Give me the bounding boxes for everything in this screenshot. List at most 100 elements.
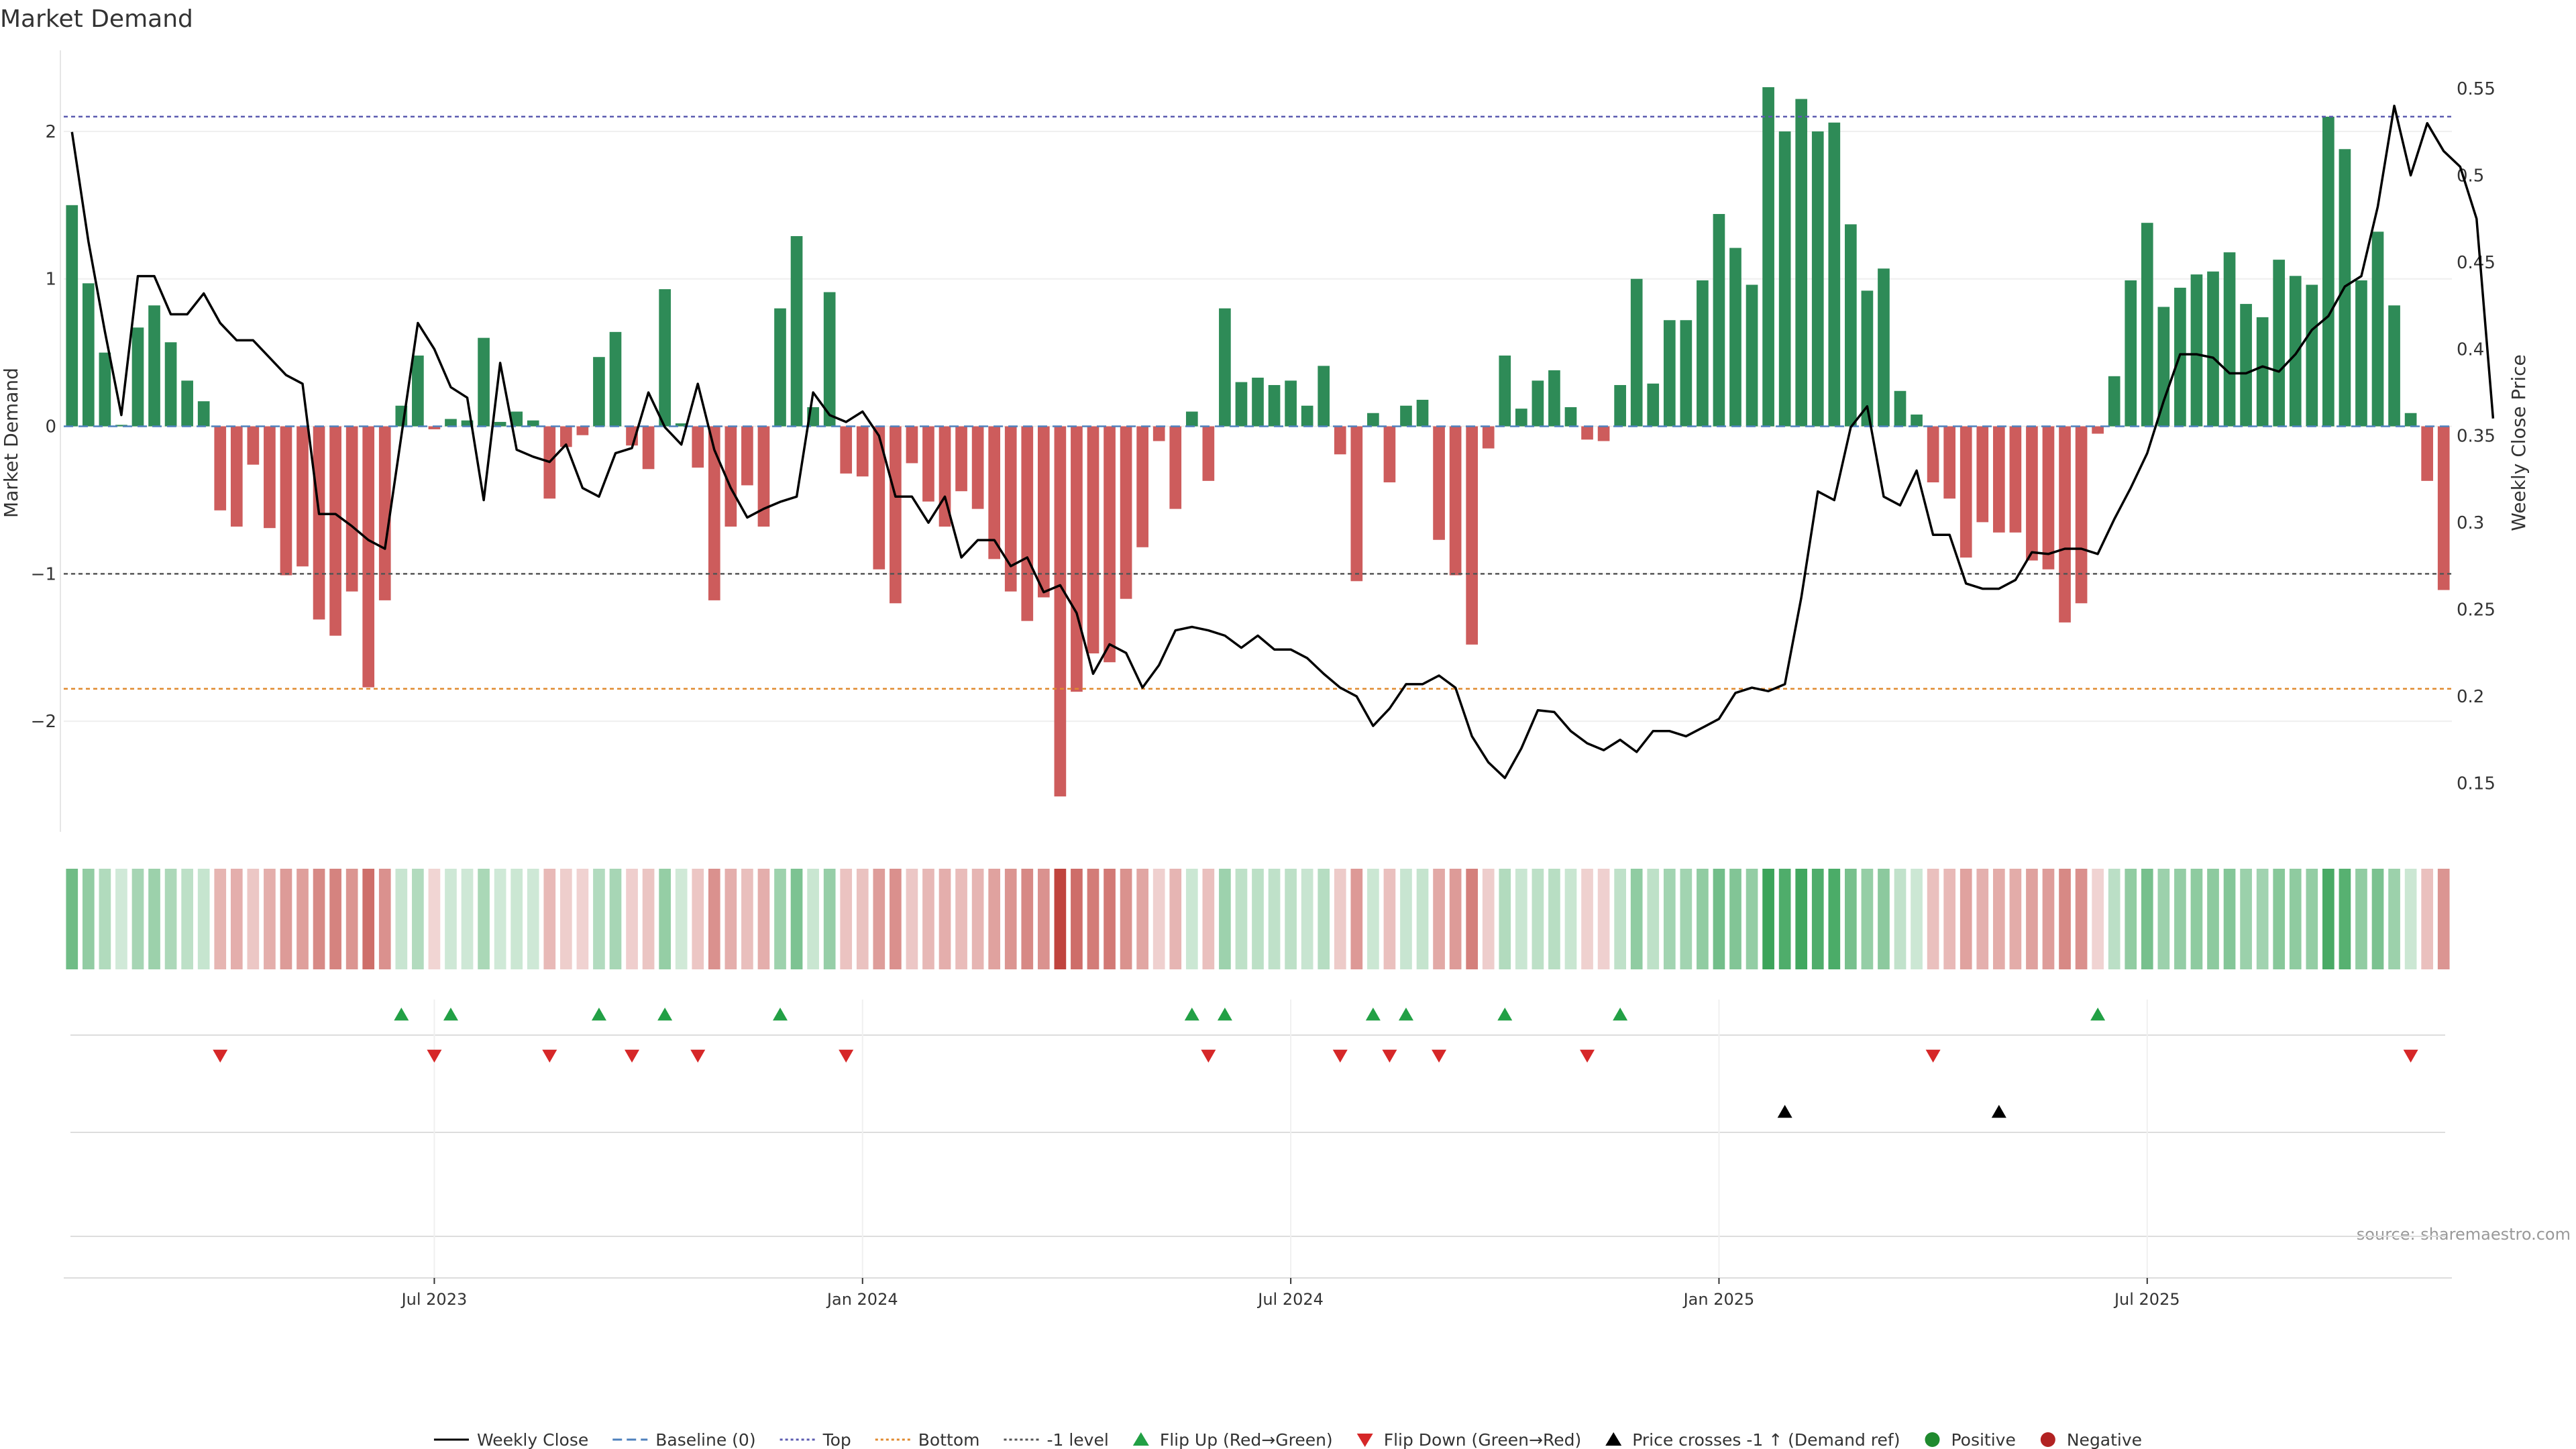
negative-bar	[1992, 426, 2005, 533]
positive-bar	[1614, 384, 1626, 427]
heat-cell	[1697, 869, 1709, 969]
heat-cell	[2174, 869, 2186, 969]
heat-cell	[1845, 869, 1857, 969]
legend-swatch	[1925, 1432, 1940, 1447]
positive-bar	[527, 420, 539, 427]
positive-bar	[2190, 274, 2203, 427]
chart-title: Market Demand	[0, 5, 193, 33]
heat-cell	[1104, 869, 1116, 969]
negative-bar	[1054, 426, 1067, 797]
positive-bar	[478, 337, 490, 427]
heat-cell	[2190, 869, 2203, 969]
y2-tick-label: 0.15	[2457, 774, 2496, 794]
negative-bar	[1136, 426, 1148, 547]
positive-bar	[2223, 252, 2236, 427]
positive-bar	[1680, 320, 1693, 427]
legend-label: Negative	[2067, 1430, 2142, 1449]
negative-bar	[559, 426, 572, 447]
negative-bar	[1350, 426, 1363, 582]
legend-label: -1 level	[1046, 1430, 1108, 1449]
heat-cell	[790, 869, 803, 969]
heat-cell	[2009, 869, 2022, 969]
negative-bar	[2026, 426, 2038, 561]
heat-cell	[1976, 869, 1989, 969]
heat-cell	[1252, 869, 1264, 969]
legend-label: Bottom	[918, 1430, 980, 1449]
negative-bar	[2437, 426, 2450, 590]
heat-cell	[642, 869, 655, 969]
heat-cell	[807, 869, 819, 969]
heat-cell	[1449, 869, 1462, 969]
price-cross-marker	[1991, 1105, 2006, 1118]
heat-cell	[461, 869, 474, 969]
heat-cell	[511, 869, 523, 969]
heat-cell	[2141, 869, 2153, 969]
y-tick-label: −1	[31, 564, 56, 584]
heat-cell	[1878, 869, 1890, 969]
positive-bar	[1235, 382, 1248, 427]
heat-cell	[840, 869, 853, 969]
heat-cell	[1367, 869, 1379, 969]
heat-cell	[345, 869, 358, 969]
heat-cell	[1054, 869, 1067, 969]
positive-bar	[2141, 223, 2153, 427]
heat-cell	[1152, 869, 1165, 969]
heat-cell	[692, 869, 704, 969]
positive-bar	[131, 327, 144, 427]
positive-bar	[1911, 414, 1923, 427]
heat-cell	[1350, 869, 1363, 969]
flip-down-marker	[542, 1049, 557, 1063]
negative-bar	[2009, 426, 2022, 533]
negative-bar	[280, 426, 292, 576]
negative-bar	[428, 426, 441, 429]
y-tick-label: 1	[45, 270, 56, 290]
heat-cell	[1334, 869, 1346, 969]
flip-down-marker	[2403, 1049, 2418, 1063]
flip-up-marker	[394, 1008, 409, 1021]
positive-bar	[1894, 390, 1907, 427]
heat-cell	[362, 869, 375, 969]
legend-label: Positive	[1951, 1430, 2015, 1449]
flip-down-marker	[690, 1049, 706, 1063]
flip-up-marker	[1497, 1008, 1513, 1021]
heat-cell	[313, 869, 325, 969]
heat-cell	[2339, 869, 2351, 969]
positive-bar	[148, 305, 160, 427]
negative-bar	[1976, 426, 1989, 523]
heat-cell	[115, 869, 127, 969]
heat-cell	[1021, 869, 1034, 969]
positive-bar	[461, 420, 474, 427]
negative-bar	[856, 426, 869, 477]
positive-bar	[1861, 290, 1874, 427]
positive-bar	[2322, 116, 2334, 427]
negative-bar	[378, 426, 391, 600]
negative-bar	[345, 426, 358, 592]
positive-bar	[1367, 413, 1379, 427]
positive-bar	[1219, 308, 1231, 427]
positive-bar	[2388, 305, 2400, 427]
heat-cell	[378, 869, 391, 969]
negative-bar	[230, 426, 243, 527]
positive-bar	[2207, 271, 2219, 427]
heat-cell	[1960, 869, 1972, 969]
heat-cell	[593, 869, 605, 969]
heat-cell	[2207, 869, 2219, 969]
heat-cell	[1614, 869, 1626, 969]
flip-up-marker	[1217, 1008, 1232, 1021]
heat-cell	[1482, 869, 1495, 969]
y2-axis-label: Weekly Close Price	[2508, 354, 2530, 531]
heat-cell	[445, 869, 457, 969]
negative-bar	[1202, 426, 1215, 481]
heat-cell	[2075, 869, 2088, 969]
negative-bar	[1927, 426, 1939, 483]
heat-cell	[2421, 869, 2434, 969]
heat-cell	[873, 869, 885, 969]
heat-cell	[922, 869, 934, 969]
heat-cell	[955, 869, 967, 969]
negative-bar	[1071, 426, 1083, 692]
positive-bar	[1697, 280, 1709, 427]
negative-bar	[1004, 426, 1017, 592]
positive-bar	[1515, 409, 1527, 427]
flip-up-marker	[1613, 1008, 1628, 1021]
